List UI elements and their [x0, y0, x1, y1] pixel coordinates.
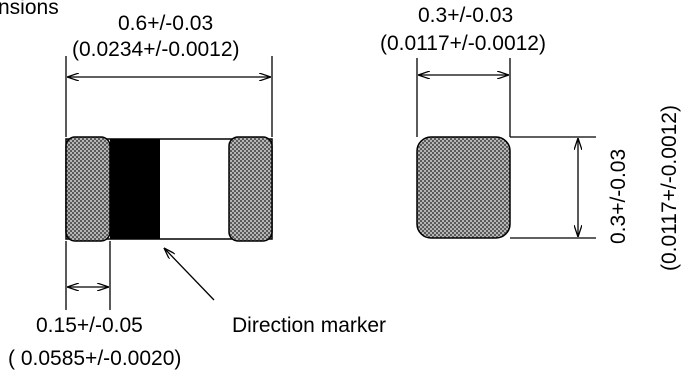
width-mm-label: 0.3+/-0.03 — [418, 4, 513, 27]
height-in-label: (0.0117+/-0.0012) — [658, 105, 681, 271]
end-face — [416, 136, 511, 239]
end-view: 0.3+/-0.03 (0.0117+/-0.0012) 0.3+/-0.03 … — [380, 4, 681, 271]
side-view: 0.6+/-0.03 (0.0234+/-0.0012) 0.15+/-0.05… — [8, 12, 386, 370]
terminal-mm-label: 0.15+/-0.05 — [36, 314, 143, 337]
direction-marker-band — [110, 139, 160, 239]
terminal-in-label: ( 0.0585+/-0.0020) — [8, 347, 181, 370]
marker-leader-line — [164, 248, 215, 301]
direction-marker-label: Direction marker — [232, 314, 386, 337]
right-terminal — [228, 136, 273, 242]
height-mm-label: 0.3+/-0.03 — [607, 149, 630, 244]
length-mm-label: 0.6+/-0.03 — [118, 12, 213, 35]
header-fragment: nsions — [0, 0, 59, 19]
left-terminal — [65, 136, 111, 242]
width-in-label: (0.0117+/-0.0012) — [380, 32, 546, 55]
length-in-label: (0.0234+/-0.0012) — [72, 38, 240, 61]
